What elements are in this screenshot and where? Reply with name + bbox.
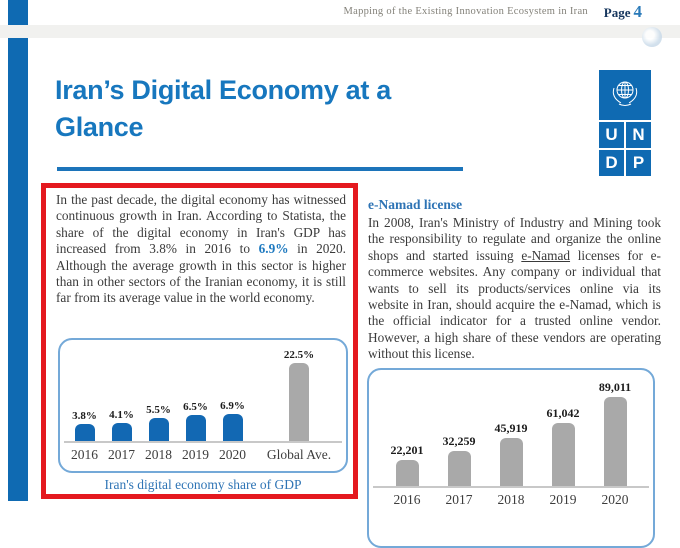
axis-tick-label: 2019 — [182, 447, 209, 462]
undp-letter-grid: U N D P — [599, 122, 651, 176]
chart-column: 3.8% — [66, 410, 103, 443]
page-title-line1: Iran’s Digital Economy at a — [55, 75, 391, 105]
axis-tick-label: Global Ave. — [266, 447, 332, 462]
bar-value-label: 61,042 — [546, 406, 580, 420]
chart-bar — [447, 451, 471, 488]
intro-text-before: In the past decade, the digital economy … — [56, 192, 346, 257]
chart-bar — [148, 418, 169, 443]
bar-value-label: 4.1% — [109, 409, 134, 421]
un-globe-icon — [612, 81, 638, 106]
chart-column: 61,042 — [537, 406, 589, 488]
gdp-share-chart: 3.8% 4.1% 5.5% 6.5% 6.9% 22.5% 2016 2017 2018 201… — [58, 338, 348, 473]
chart-column: 22.5% — [258, 349, 340, 443]
chart-column: 4.1% — [103, 409, 140, 443]
undp-letter-p: P — [626, 150, 651, 176]
axis-tick-label: 2017 — [108, 447, 135, 462]
axis-tick-label: 2017 — [445, 492, 473, 507]
chart-column: 6.5% — [177, 401, 214, 443]
bar-value-label: 45,919 — [494, 421, 528, 435]
undp-letter-u: U — [599, 122, 624, 148]
enamad-link[interactable]: e-Namad — [521, 247, 571, 263]
undp-letter-d: D — [599, 150, 624, 176]
chart-category-axis: 2016 2017 2018 2019 2020 — [369, 488, 653, 508]
bar-value-label: 22.5% — [283, 349, 315, 361]
axis-tick-label: 2016 — [393, 492, 421, 507]
page-number: 4 — [633, 2, 643, 21]
intro-paragraph: In the past decade, the digital economy … — [56, 192, 346, 307]
chart-bar — [222, 414, 243, 443]
enamad-heading: e-Namad license — [368, 197, 463, 212]
axis-tick-label: 2020 — [219, 447, 246, 462]
bar-value-label: 5.5% — [146, 404, 171, 416]
un-emblem-icon — [599, 70, 651, 120]
chart-column: 5.5% — [140, 404, 177, 443]
header-divider-band — [0, 25, 680, 38]
left-accent-stripe — [8, 38, 28, 501]
gdp-share-chart-caption: Iran's digital economy share of GDP — [104, 477, 302, 492]
intro-highlight-value: 6.9% — [258, 241, 289, 257]
axis-tick-label: 2018 — [497, 492, 525, 507]
bar-value-label: 32,259 — [442, 434, 476, 448]
undp-letter-n: N — [626, 122, 651, 148]
enamad-text-after-link: licenses for e-commerce websites. Any co… — [368, 247, 661, 362]
undp-logo: U N D P — [599, 70, 651, 176]
bar-value-label: 3.8% — [72, 410, 97, 422]
chart-bar — [289, 363, 309, 443]
chart-bar — [499, 438, 523, 488]
intro-text-after: in 2020. Although the average growth in … — [56, 241, 346, 306]
x-axis-line — [64, 441, 342, 443]
chart-bar — [551, 423, 575, 488]
page-title-line2: Glance — [55, 112, 144, 142]
bar-value-label: 22,201 — [390, 443, 424, 457]
left-accent-stripe-top — [8, 0, 28, 25]
chart-column: 32,259 — [433, 434, 485, 488]
chart-bar — [603, 397, 627, 488]
page-label: Page — [603, 5, 631, 20]
chart-column: 45,919 — [485, 421, 537, 488]
document-title: Mapping of the Existing Innovation Ecosy… — [343, 6, 588, 17]
axis-tick-label: 2019 — [549, 492, 577, 507]
chart-bar — [185, 415, 206, 443]
axis-tick-label: 2018 — [145, 447, 172, 462]
chart-bar — [74, 424, 95, 443]
chart-category-axis: 2016 2017 2018 2019 2020 Global Ave. — [60, 443, 346, 463]
page-title: Iran’s Digital Economy at a Glance — [55, 72, 495, 146]
chart-column: 89,011 — [589, 380, 641, 488]
bar-value-label: 89,011 — [598, 380, 632, 394]
axis-tick-label: 2016 — [71, 447, 98, 462]
chart-column: 22,201 — [381, 443, 433, 488]
chart-plot-area: 3.8% 4.1% 5.5% 6.5% 6.9% 22.5% — [60, 340, 346, 443]
red-highlight-box — [41, 183, 358, 499]
chart-bar — [111, 423, 132, 443]
chart-bar — [395, 460, 419, 488]
bar-value-label: 6.5% — [183, 401, 208, 413]
enamad-licenses-chart: 22,201 32,259 45,919 61,042 89,011 2016 2017 20… — [367, 368, 655, 548]
floating-widget-icon[interactable] — [642, 27, 662, 47]
enamad-text-before-link: In 2008, Iran's Ministry of Industry and… — [368, 215, 661, 263]
title-underline-rule — [57, 167, 463, 171]
bar-value-label: 6.9% — [220, 400, 245, 412]
chart-plot-area: 22,201 32,259 45,919 61,042 89,011 — [369, 370, 653, 488]
chart-column: 6.9% — [214, 400, 251, 443]
axis-tick-label: 2020 — [601, 492, 629, 507]
x-axis-line — [373, 486, 649, 488]
page-indicator: Page 4 — [604, 2, 642, 22]
enamad-paragraph: In 2008, Iran's Ministry of Industry and… — [368, 215, 661, 363]
